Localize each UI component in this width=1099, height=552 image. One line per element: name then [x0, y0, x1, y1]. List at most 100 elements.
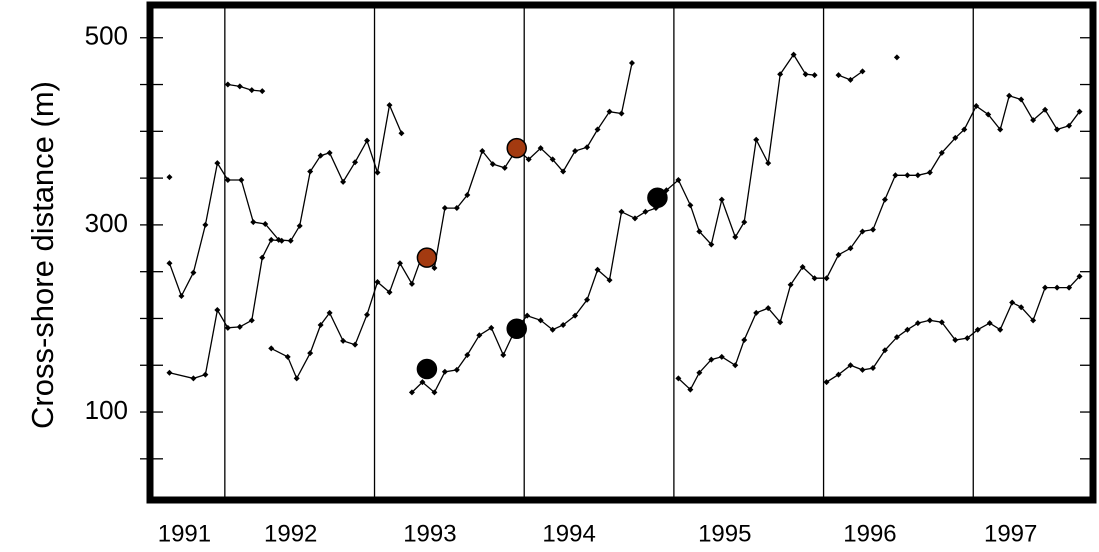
point-marker	[811, 275, 818, 282]
point-marker	[938, 319, 945, 326]
point-marker	[296, 222, 303, 229]
point-marker	[537, 317, 544, 324]
point-marker	[326, 309, 333, 316]
series-line	[411, 53, 815, 394]
point-marker	[287, 237, 294, 244]
point-marker	[190, 375, 197, 382]
point-marker	[765, 305, 772, 312]
point-marker	[560, 168, 567, 175]
point-marker	[835, 72, 842, 79]
point-marker	[997, 326, 1004, 333]
point-marker	[618, 110, 625, 117]
highlight-dot	[416, 358, 438, 380]
point-marker	[584, 144, 591, 151]
point-marker	[985, 111, 992, 118]
point-marker	[293, 375, 300, 382]
x-tick-label: 1994	[542, 520, 595, 547]
point-marker	[549, 156, 556, 163]
point-marker	[859, 68, 866, 75]
point-marker	[859, 228, 866, 235]
point-marker	[964, 335, 971, 342]
point-marker	[1076, 108, 1083, 115]
point-marker	[476, 332, 483, 339]
x-tick-label: 1995	[698, 520, 751, 547]
point-marker	[708, 356, 715, 363]
x-tick-label: 1993	[403, 520, 456, 547]
point-marker	[464, 191, 471, 198]
point-marker	[869, 226, 876, 233]
point-marker	[364, 137, 371, 144]
point-marker	[904, 326, 911, 333]
point-marker	[236, 83, 243, 90]
point-marker	[961, 126, 968, 133]
point-marker	[802, 71, 809, 78]
point-marker	[202, 371, 209, 378]
point-marker	[479, 147, 486, 154]
point-marker	[408, 389, 415, 396]
point-marker	[675, 375, 682, 382]
point-marker	[718, 353, 725, 360]
point-marker	[1018, 96, 1025, 103]
plot-frame	[146, 1, 1097, 504]
point-marker	[753, 136, 760, 143]
point-marker	[525, 156, 532, 163]
point-marker	[431, 264, 438, 271]
point-marker	[1030, 317, 1037, 324]
point-marker	[1054, 284, 1061, 291]
y-tick-label: 500	[85, 21, 128, 51]
point-marker	[326, 149, 333, 156]
point-marker	[214, 307, 221, 314]
point-marker	[1042, 284, 1049, 291]
point-marker	[938, 149, 945, 156]
x-tick-label: 1996	[843, 520, 896, 547]
point-marker	[687, 202, 694, 209]
point-marker	[1066, 284, 1073, 291]
point-marker	[549, 326, 556, 333]
point-marker	[431, 389, 438, 396]
point-marker	[560, 322, 567, 329]
point-marker	[881, 347, 888, 354]
point-marker	[893, 334, 900, 341]
point-marker	[224, 324, 231, 331]
point-marker	[718, 196, 725, 203]
point-marker	[642, 208, 649, 215]
x-tick-label: 1992	[264, 520, 317, 547]
point-marker	[190, 269, 197, 276]
point-marker	[386, 289, 393, 296]
point-marker	[777, 319, 784, 326]
point-marker	[952, 134, 959, 141]
point-marker	[166, 369, 173, 376]
point-marker	[631, 215, 638, 222]
point-marker	[236, 323, 243, 330]
point-marker	[317, 152, 324, 159]
series-line	[270, 62, 633, 380]
point-marker	[166, 174, 173, 181]
point-marker	[675, 176, 682, 183]
point-marker	[753, 309, 760, 316]
point-marker	[340, 178, 347, 185]
point-marker	[501, 164, 508, 171]
point-marker	[572, 147, 579, 154]
point-marker	[572, 312, 579, 319]
point-marker	[238, 176, 245, 183]
point-marker	[248, 317, 255, 324]
point-marker	[352, 341, 359, 348]
point-marker	[214, 160, 221, 167]
point-marker	[835, 251, 842, 258]
point-marker	[250, 219, 257, 226]
point-marker	[847, 245, 854, 252]
point-marker	[741, 219, 748, 226]
point-marker	[224, 81, 231, 88]
series-line	[227, 83, 263, 92]
point-marker	[904, 172, 911, 179]
point-marker	[973, 103, 980, 110]
point-marker	[584, 296, 591, 303]
point-marker	[396, 260, 403, 267]
point-marker	[262, 220, 269, 227]
point-marker	[1030, 117, 1037, 124]
point-marker	[974, 326, 981, 333]
point-marker	[799, 264, 806, 271]
point-marker	[364, 311, 371, 318]
